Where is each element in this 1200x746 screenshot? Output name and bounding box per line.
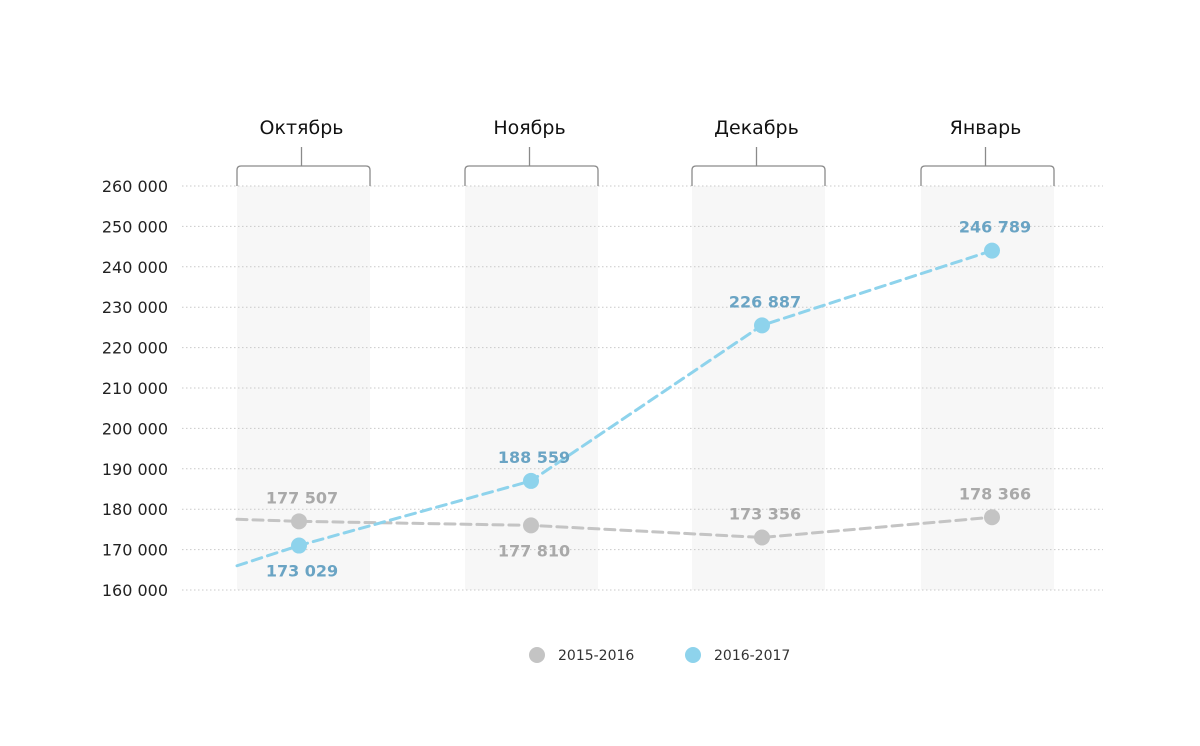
data-point: [291, 513, 307, 530]
y-tick-label: 260 000: [102, 177, 168, 196]
data-label: 188 559: [498, 448, 570, 467]
data-point: [291, 537, 307, 554]
data-label: 246 789: [959, 218, 1031, 237]
legend-marker: [685, 647, 701, 663]
month-bracket: [691, 147, 826, 186]
month-label: Октябрь: [260, 117, 344, 139]
legend-label: 2015-2016: [558, 648, 634, 664]
data-label: 177 507: [266, 488, 338, 507]
legend-marker: [529, 647, 545, 663]
month-bracket: [464, 147, 599, 186]
data-point: [523, 517, 539, 534]
y-tick-label: 160 000: [102, 581, 168, 600]
data-label: 178 366: [959, 484, 1031, 503]
month-bracket: [236, 147, 371, 186]
y-tick-label: 180 000: [102, 500, 168, 519]
legend-label: 2016-2017: [714, 648, 790, 664]
y-tick-label: 170 000: [102, 541, 168, 560]
month-bracket: [920, 147, 1055, 186]
data-point: [984, 242, 1000, 259]
y-tick-label: 240 000: [102, 258, 168, 277]
y-tick-label: 210 000: [102, 379, 168, 398]
y-tick-label: 230 000: [102, 298, 168, 317]
data-point: [984, 509, 1000, 526]
data-point: [754, 317, 770, 334]
data-point: [754, 529, 770, 546]
month-label: Январь: [950, 117, 1022, 139]
data-label: 226 887: [729, 292, 801, 311]
data-label: 173 029: [266, 562, 338, 581]
y-tick-label: 250 000: [102, 217, 168, 236]
y-tick-label: 220 000: [102, 339, 168, 358]
month-label: Декабрь: [714, 117, 799, 139]
data-label: 177 810: [498, 541, 570, 560]
data-point: [523, 472, 539, 489]
data-label: 173 356: [729, 504, 801, 523]
month-label: Ноябрь: [493, 117, 565, 139]
y-tick-label: 190 000: [102, 460, 168, 479]
y-tick-label: 200 000: [102, 419, 168, 438]
